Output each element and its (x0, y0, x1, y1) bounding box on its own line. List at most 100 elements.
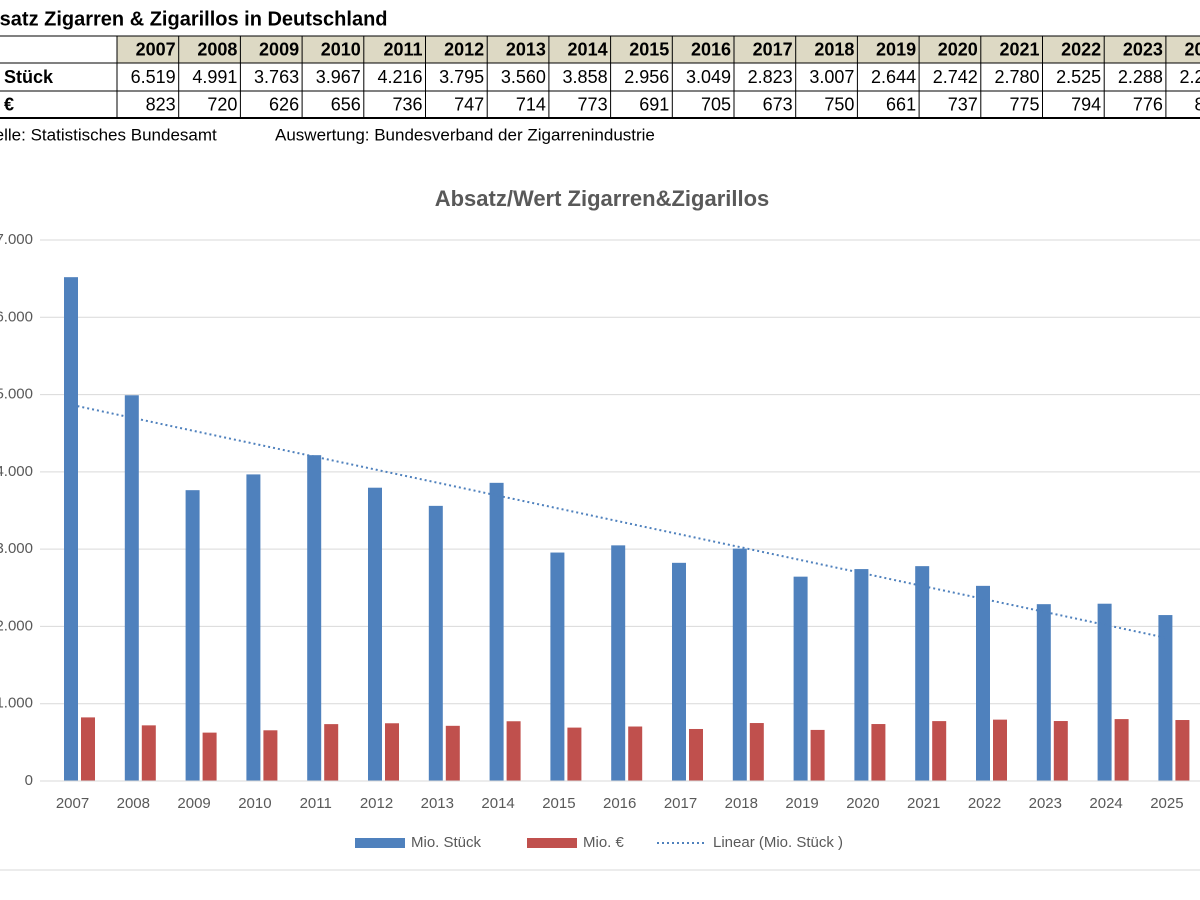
table-cell: 626 (269, 94, 299, 114)
bar (1053, 721, 1068, 781)
analysis-note: Auswertung: Bundesverband der Zigarrenin… (275, 125, 655, 144)
table-cell: 4.216 (377, 67, 422, 87)
bar (672, 562, 686, 781)
x-tick-label: 2019 (785, 795, 818, 812)
bar (1158, 615, 1173, 781)
year-header: 2014 (568, 39, 608, 59)
year-header: 2012 (444, 39, 484, 59)
bar (64, 277, 78, 781)
table-cell: 3.560 (501, 67, 546, 87)
source-note: Quelle: Statistisches Bundesamt (0, 125, 217, 144)
y-tick-label: 3.000 (0, 540, 33, 557)
table-cell: 3.049 (686, 67, 731, 87)
table-cell: 6.519 (131, 67, 176, 87)
legend-label: Mio. Stück (411, 834, 482, 851)
table-cell: 775 (1009, 94, 1039, 114)
year-header: 2023 (1123, 39, 1163, 59)
x-tick-label: 2016 (603, 795, 636, 812)
bar (489, 482, 504, 781)
year-header: 2011 (383, 39, 422, 59)
bar (550, 552, 565, 781)
table-cell: 2.525 (1056, 67, 1101, 87)
x-tick-label: 2017 (664, 795, 697, 812)
legend-swatch (527, 838, 577, 848)
year-header: 2019 (876, 39, 916, 59)
trend-line (72, 404, 1168, 639)
x-tick-label: 2009 (177, 795, 210, 812)
table-cell: 776 (1133, 94, 1163, 114)
table-cell: 3.858 (563, 67, 608, 87)
x-tick-label: 2021 (907, 795, 940, 812)
legend-swatch (355, 838, 405, 848)
bar (124, 395, 139, 781)
bar (993, 719, 1007, 781)
table-cell: 661 (886, 94, 916, 114)
bar (385, 723, 399, 781)
table-cell: 656 (331, 94, 361, 114)
table-cell: 720 (207, 94, 237, 114)
table-cell: 2.823 (748, 67, 793, 87)
bar (368, 487, 382, 781)
table-cell: 2.780 (994, 67, 1039, 87)
bar (185, 490, 200, 781)
bar (428, 505, 443, 781)
legend-label: Linear (Mio. Stück ) (713, 834, 843, 851)
year-header: 2009 (259, 39, 299, 59)
table-cell: 773 (578, 94, 608, 114)
table-cell: 705 (701, 94, 731, 114)
bar (263, 730, 278, 781)
year-header: 2015 (629, 39, 669, 59)
bar (854, 569, 869, 781)
table-cell: 2.294 (1180, 67, 1200, 87)
year-header: 2016 (691, 39, 731, 59)
table-cell: 747 (454, 94, 484, 114)
bar (976, 585, 990, 781)
x-tick-label: 2010 (238, 795, 271, 812)
bar (628, 726, 643, 781)
y-tick-label: 4.000 (0, 463, 33, 480)
bar (506, 721, 521, 781)
table-cell: 3.967 (316, 67, 361, 87)
x-tick-label: 2015 (542, 795, 575, 812)
table-cell: 2.288 (1118, 67, 1163, 87)
row-label: Mio. € (0, 94, 14, 114)
year-header: 2022 (1061, 39, 1101, 59)
table-cell: 736 (392, 94, 422, 114)
x-tick-label: 2014 (481, 795, 514, 812)
x-tick-label: 2023 (1029, 795, 1062, 812)
table-cell: 794 (1071, 94, 1101, 114)
y-tick-label: 2.000 (0, 617, 33, 634)
table-cell: 3.007 (809, 67, 854, 87)
year-header: 2013 (506, 39, 546, 59)
x-tick-label: 2011 (300, 795, 332, 812)
table-cell: 2.644 (871, 67, 916, 87)
table-cell: 691 (639, 94, 669, 114)
year-header: 2024 (1185, 39, 1200, 59)
bar (307, 455, 322, 781)
bar (932, 721, 947, 781)
bar (793, 576, 808, 781)
bar (1114, 719, 1129, 781)
year-header: 2020 (938, 39, 978, 59)
table-cell: 3.795 (439, 67, 484, 87)
table-cell: 714 (516, 94, 546, 114)
legend-label: Mio. € (583, 834, 625, 851)
bar (871, 724, 886, 781)
table-cell: 823 (146, 94, 176, 114)
x-tick-label: 2008 (117, 795, 150, 812)
x-tick-label: 2013 (421, 795, 454, 812)
bar (202, 732, 217, 781)
bar (1036, 604, 1051, 781)
chart-title: Absatz/Wert Zigarren&Zigarillos (435, 186, 770, 211)
y-tick-label: 1.000 (0, 695, 33, 712)
bar (141, 725, 156, 781)
table-cell: 750 (824, 94, 854, 114)
bar (324, 724, 339, 781)
bar (915, 566, 930, 781)
bar (1097, 603, 1112, 781)
table-cell: 2.956 (624, 67, 669, 87)
table-cell: 673 (763, 94, 793, 114)
bar (246, 474, 261, 781)
y-tick-label: 7.000 (0, 231, 33, 248)
